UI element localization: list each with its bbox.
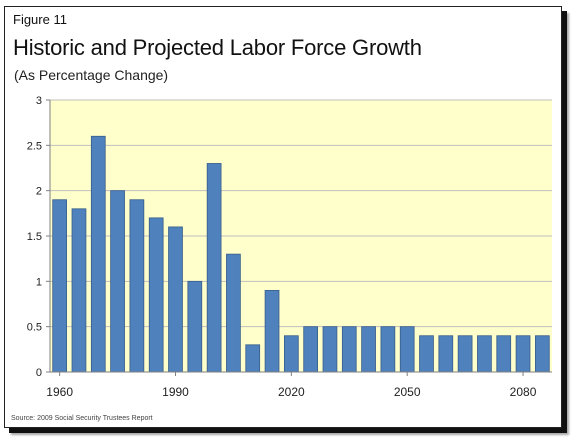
figure-frame: Figure 11 Historic and Projected Labor F… [4,6,562,428]
x-tick-label: 2050 [394,385,421,399]
bar [245,344,261,373]
y-tick-label: 1 [36,276,42,288]
bar [168,226,183,373]
bar [110,190,125,373]
bar [148,217,164,373]
bar [534,335,550,373]
chart-title: Historic and Projected Labor Force Growt… [13,35,422,60]
bar [361,326,376,373]
x-tick-label: 2020 [278,385,305,399]
bar [226,253,241,373]
y-tick-label: 0 [36,367,42,379]
bar [283,335,299,373]
bar [438,335,454,373]
figure-label: Figure 11 [13,12,67,27]
bar [71,208,87,373]
y-tick-label: 2.5 [27,140,42,152]
y-tick-label: 2 [36,186,42,198]
chart-subtitle: (As Percentage Change) [14,67,169,83]
bar [303,326,319,373]
bar [515,335,531,373]
bar-chart: 0 0.5 1 1.5 2 2.5 3 1960 1990 2020 2050 2080 [27,95,552,399]
bar [399,326,415,373]
source-note: Source: 2009 Social Security Trustees Re… [11,415,153,422]
x-tick-label: 1960 [46,385,73,399]
y-tick-label: 0.5 [27,322,42,334]
bar [206,163,222,373]
bar [477,335,492,373]
bar [419,335,434,373]
bar [129,199,145,373]
bar [341,326,357,373]
bar [90,135,106,373]
bar [187,280,203,373]
y-tick-label: 1.5 [27,231,42,243]
y-tick-label: 3 [36,95,42,107]
bar [52,199,68,373]
bar [264,289,280,373]
x-tick-label: 1990 [162,385,189,399]
bar [457,335,473,373]
bar [380,326,396,373]
x-tick-label: 2080 [510,385,537,399]
bar [496,335,512,373]
bar [322,326,338,373]
